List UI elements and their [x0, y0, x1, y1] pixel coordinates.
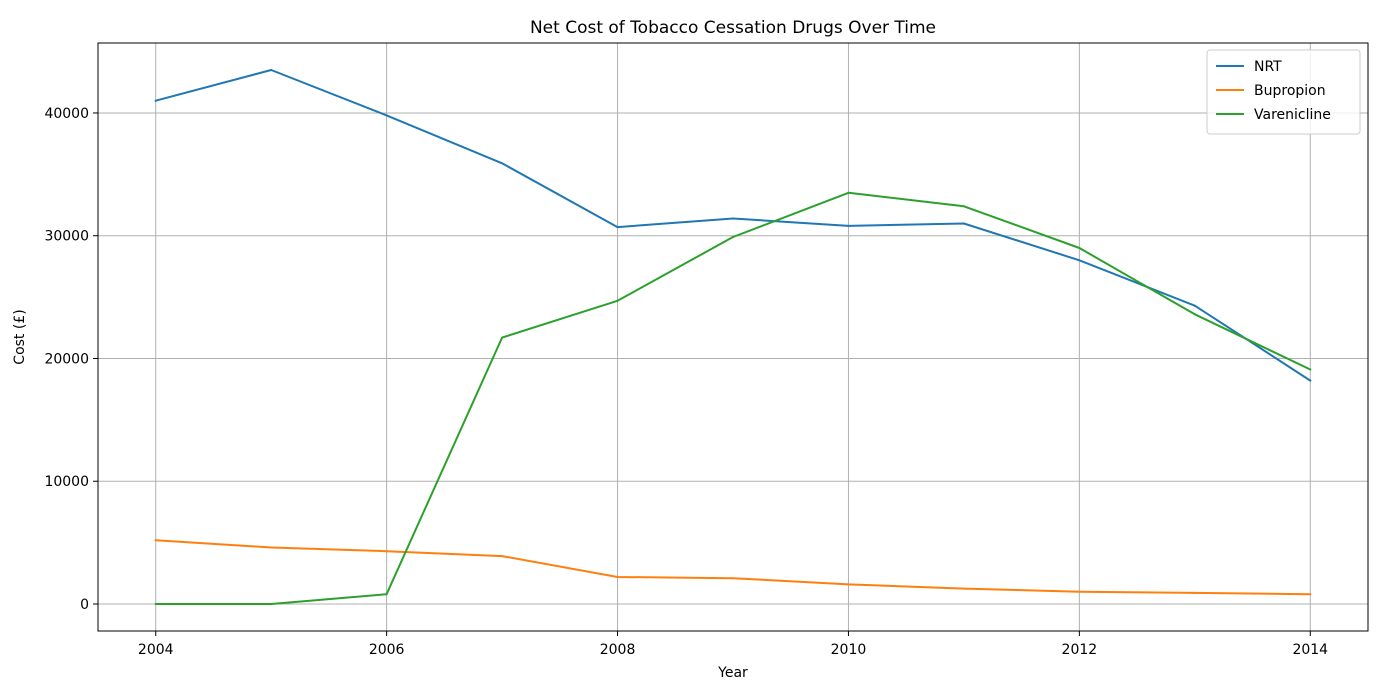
chart-title: Net Cost of Tobacco Cessation Drugs Over…	[530, 18, 936, 38]
data-point-varenicline	[154, 602, 157, 605]
data-point-nrt	[1193, 304, 1196, 307]
plot-area-frame	[97, 42, 1369, 632]
series-line-varenicline	[154, 191, 1312, 605]
x-tick-label: 2006	[369, 642, 405, 658]
data-point-nrt	[501, 162, 504, 165]
data-point-nrt	[270, 69, 273, 72]
y-axis-label: Cost (£)	[12, 309, 28, 364]
y-tick-label: 10000	[44, 474, 89, 490]
legend-label-bupropion: Bupropion	[1254, 83, 1326, 99]
x-axis-ticks: 2004 2006 2008 2010 2012 2014	[138, 631, 1328, 658]
data-point-nrt	[732, 217, 734, 220]
data-point-nrt	[154, 99, 157, 102]
data-point-bupropion	[1078, 590, 1081, 593]
data-point-nrt	[1078, 259, 1081, 262]
data-point-varenicline	[385, 593, 388, 596]
data-point-bupropion	[270, 546, 273, 549]
y-tick-label: 30000	[44, 229, 89, 245]
data-point-varenicline	[501, 336, 504, 339]
legend-label-nrt: NRT	[1254, 59, 1282, 75]
y-axis-ticks: 0 10000 20000 30000 40000	[44, 106, 98, 613]
data-point-nrt	[962, 222, 965, 225]
y-tick-label: 0	[80, 597, 89, 613]
data-point-nrt	[847, 224, 850, 227]
legend: NRT Bupropion Varenicline	[1206, 49, 1361, 135]
legend-label-varenicline: Varenicline	[1254, 107, 1331, 123]
x-tick-label: 2008	[600, 642, 636, 658]
x-axis-label: Year	[717, 665, 748, 681]
x-tick-label: 2004	[138, 642, 174, 658]
y-tick-label: 20000	[44, 351, 89, 367]
data-point-varenicline	[962, 205, 965, 208]
data-point-bupropion	[847, 583, 850, 586]
data-point-varenicline	[1193, 313, 1196, 316]
data-point-varenicline	[270, 602, 273, 605]
grid-lines	[98, 43, 1368, 631]
data-point-nrt	[385, 114, 388, 117]
data-point-bupropion	[962, 587, 965, 590]
data-point-bupropion	[385, 550, 388, 553]
data-point-varenicline	[616, 299, 619, 302]
data-point-varenicline	[1309, 368, 1312, 371]
data-point-varenicline	[847, 191, 850, 194]
data-point-nrt	[1309, 379, 1312, 382]
data-point-bupropion	[732, 577, 734, 580]
data-point-varenicline	[732, 235, 734, 238]
x-tick-label: 2012	[1062, 642, 1098, 658]
series-lines	[154, 69, 1312, 605]
series-line-nrt	[154, 69, 1312, 382]
data-point-bupropion	[616, 575, 619, 578]
y-tick-label: 40000	[44, 106, 89, 122]
data-point-nrt	[616, 226, 619, 229]
data-point-varenicline	[1078, 247, 1081, 250]
x-tick-label: 2010	[831, 642, 867, 658]
data-point-bupropion	[1193, 591, 1196, 594]
data-point-bupropion	[154, 539, 157, 542]
x-tick-label: 2014	[1292, 642, 1328, 658]
legend-frame	[1206, 49, 1361, 135]
data-point-bupropion	[501, 555, 504, 558]
data-point-bupropion	[1309, 593, 1312, 596]
series-line-bupropion	[154, 539, 1312, 596]
